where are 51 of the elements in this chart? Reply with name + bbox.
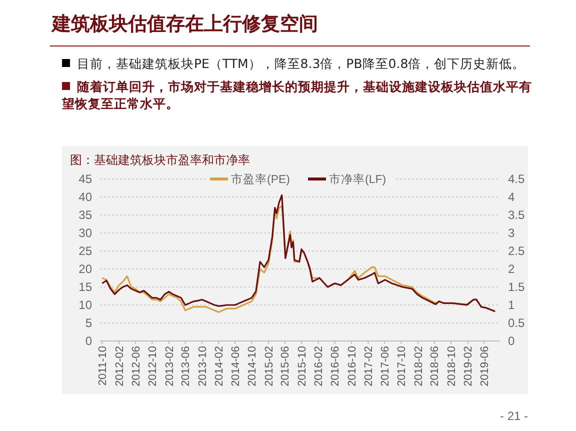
x-tick-label: 2013-10	[196, 346, 209, 386]
y2-tick-label: 4	[508, 190, 515, 204]
x-tick-label: 2014-06	[230, 346, 242, 386]
y-tick-label: 45	[78, 172, 92, 186]
y2-tick-label: 1.5	[508, 280, 526, 294]
x-tick-label: 2013-02	[164, 346, 176, 386]
legend-label: 市盈率(PE)	[231, 172, 290, 186]
x-tick-label: 2018-02	[412, 346, 425, 386]
y-tick-label: 0	[85, 334, 92, 348]
legend-label: 市净率(LF)	[329, 172, 386, 186]
y2-tick-label: 1	[508, 298, 515, 312]
x-tick-label: 2015-10	[296, 346, 308, 386]
y-tick-label: 25	[78, 244, 92, 258]
y2-tick-label: 4.5	[508, 172, 526, 186]
text: - 21 -	[500, 409, 528, 423]
x-tick-label: 2012-02	[114, 346, 126, 386]
chart-subtitle: 图：基础建筑板块市盈率和市净率	[70, 153, 250, 167]
text: 目前，基础建筑板块PE（TTM），降至8.3倍，PB降至0.8倍，创下历史新低。	[77, 56, 526, 71]
x-tick-label: 2015-06	[280, 346, 292, 386]
x-tick-label: 2017-02	[363, 346, 376, 386]
x-tick-label: 2014-10	[246, 346, 259, 386]
y-tick-label: 20	[78, 262, 92, 276]
x-tick-label: 2016-02	[313, 346, 326, 386]
x-tick-label: 2016-06	[330, 346, 342, 386]
x-tick-label: 2018-10	[446, 346, 458, 386]
y-tick-label: 15	[78, 280, 92, 294]
y2-tick-label: 2	[508, 262, 515, 276]
x-tick-label: 2017-10	[396, 346, 408, 386]
x-tick-label: 2018-06	[429, 346, 442, 386]
y-tick-label: 35	[78, 208, 92, 222]
x-tick-label: 2016-10	[346, 346, 358, 386]
y-tick-label: 5	[85, 316, 92, 330]
x-tick-label: 2015-02	[263, 346, 276, 386]
y-tick-label: 40	[78, 190, 92, 204]
x-tick-label: 2012-10	[146, 346, 159, 386]
x-tick-label: 2014-02	[214, 346, 226, 386]
text: 随着订单回升，市场对于基建稳增长的预期提升，基础设施建设板块估值水平有望恢复至正常水平。	[61, 79, 532, 111]
y2-tick-label: 3	[508, 226, 515, 240]
y-tick-label: 30	[78, 226, 92, 240]
y2-tick-label: 3.5	[508, 208, 526, 222]
y2-tick-label: 2.5	[508, 244, 526, 258]
chart-title: 建筑板块估值存在上行修复空间	[50, 13, 318, 35]
x-tick-label: 2011-10	[97, 346, 110, 386]
x-tick-label: 2013-06	[180, 346, 192, 386]
x-tick-label: 2012-06	[130, 346, 142, 386]
x-tick-label: 2019-06	[479, 346, 492, 386]
x-tick-label: 2019-02	[462, 346, 475, 386]
y-tick-label: 10	[78, 298, 92, 312]
y2-tick-label: 0.5	[508, 316, 526, 330]
y2-tick-label: 0	[508, 334, 515, 348]
x-tick-label: 2017-06	[379, 346, 392, 386]
